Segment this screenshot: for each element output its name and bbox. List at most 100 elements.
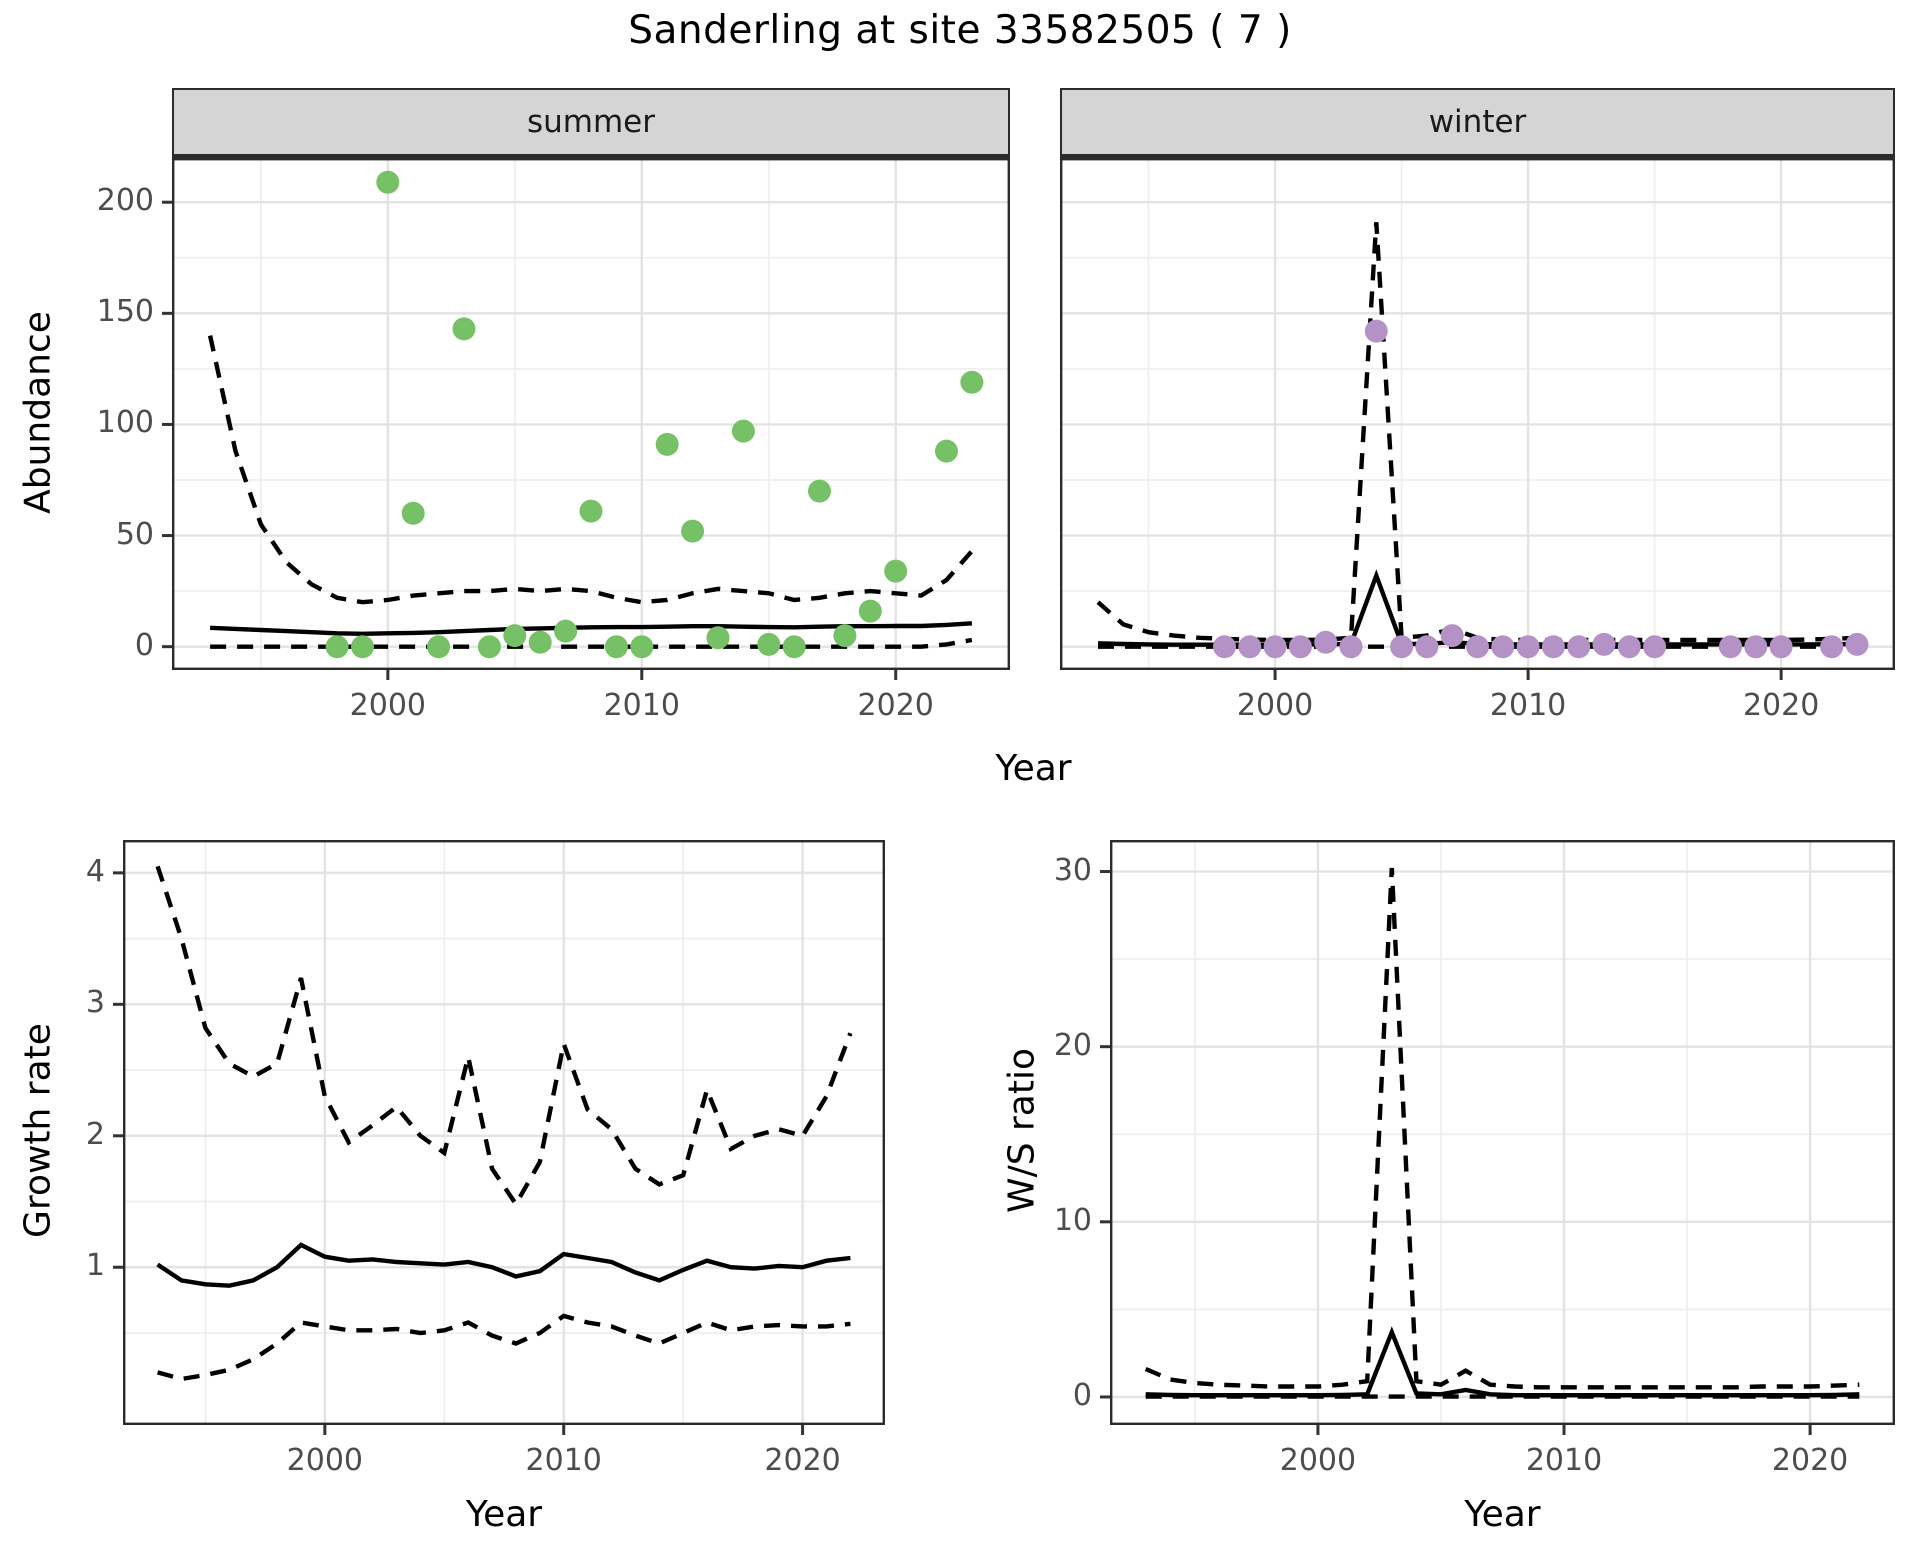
data-point xyxy=(1339,635,1363,659)
data-point xyxy=(884,559,908,583)
data-point xyxy=(1643,635,1667,659)
x-tick-label: 2010 xyxy=(603,688,680,723)
x-axis-title-year-top: Year xyxy=(995,748,1072,789)
y-axis-title-growth-rate: Growth rate xyxy=(17,1023,59,1238)
y-tick-label: 0 xyxy=(1072,1377,1092,1413)
x-tick-label: 2000 xyxy=(1236,688,1314,723)
data-point xyxy=(706,626,730,650)
data-point xyxy=(503,624,527,648)
data-point xyxy=(1820,635,1844,659)
chart-svg-ws-ratio xyxy=(1100,840,1895,1435)
data-point xyxy=(1288,635,1312,659)
data-point xyxy=(452,317,476,341)
data-point xyxy=(960,370,984,394)
data-point xyxy=(1314,630,1338,654)
data-point xyxy=(1440,624,1464,648)
data-point xyxy=(782,635,806,659)
fit-mean-line xyxy=(1097,569,1858,647)
data-point xyxy=(681,519,705,543)
data-point xyxy=(351,635,374,659)
x-tick-label: 2020 xyxy=(764,1443,841,1478)
y-tick-label: 20 xyxy=(1053,1027,1092,1063)
y-tick-label: 2 xyxy=(85,1116,105,1152)
y-tick-label: 3 xyxy=(85,985,105,1021)
panel-border xyxy=(1060,158,1895,671)
data-point xyxy=(630,635,654,659)
ci-upper-line xyxy=(1144,867,1860,1390)
data-point xyxy=(1567,635,1591,659)
x-axis-title-year-bottom-left: Year xyxy=(465,1494,543,1535)
data-point xyxy=(1491,635,1515,659)
x-tick-label: 2020 xyxy=(1742,688,1820,723)
data-point xyxy=(528,630,552,654)
y-tick-label: 100 xyxy=(96,405,154,441)
data-point xyxy=(731,419,755,443)
x-tick-label: 2010 xyxy=(525,1443,602,1478)
data-point xyxy=(376,170,400,194)
data-point xyxy=(401,501,425,525)
ci-lower-line xyxy=(157,1313,851,1382)
data-point xyxy=(1769,635,1793,659)
panel-border xyxy=(172,158,1010,671)
data-point xyxy=(808,479,831,503)
data-point xyxy=(325,635,349,659)
fit-mean-line xyxy=(156,1242,851,1288)
y-tick-label: 4 xyxy=(85,853,105,889)
data-point xyxy=(833,624,857,648)
data-point xyxy=(935,439,958,463)
data-point xyxy=(1845,632,1869,656)
x-axis-title-year-bottom-right: Year xyxy=(1464,1494,1541,1535)
data-point xyxy=(604,635,628,659)
facet-strip-summer: summer xyxy=(172,88,1010,158)
panel-abundance-summer: 2000 2010 2020 0 50 100 150 200 xyxy=(97,158,1010,723)
facet-strip-winter-label: winter xyxy=(1428,104,1527,140)
data-point xyxy=(1238,635,1262,659)
facet-strip-summer-label: summer xyxy=(526,104,655,140)
data-point xyxy=(477,635,501,659)
ci-upper-line xyxy=(207,335,974,605)
data-point xyxy=(655,432,679,456)
data-point xyxy=(1466,635,1489,659)
panel-border xyxy=(1110,840,1895,1425)
chart-svg-abundance-winter xyxy=(1060,158,1895,680)
panel-border xyxy=(123,840,885,1425)
data-point xyxy=(427,635,451,659)
fit-mean-line xyxy=(210,621,973,637)
data-point xyxy=(1263,635,1287,659)
data-point xyxy=(579,499,603,523)
data-point xyxy=(1719,635,1742,659)
x-tick-label: 2010 xyxy=(1525,1443,1603,1478)
y-tick-label: 0 xyxy=(134,627,154,663)
y-axis-title-abundance: Abundance xyxy=(17,311,59,514)
ci-upper-line xyxy=(155,865,853,1209)
data-point xyxy=(858,599,882,623)
data-point xyxy=(1390,635,1414,659)
data-point xyxy=(554,619,578,643)
x-tick-label: 2000 xyxy=(1279,1443,1357,1478)
panel-growth-rate: 2000 2010 2020 1 2 3 4 xyxy=(86,840,885,1478)
x-tick-label: 2000 xyxy=(349,688,427,723)
plot-title: Sanderling at site 33582505 ( 7 ) xyxy=(628,8,1292,53)
x-tick-label: 2020 xyxy=(857,688,934,723)
data-point xyxy=(1364,319,1388,343)
x-tick-label: 2000 xyxy=(286,1443,364,1478)
x-tick-label: 2020 xyxy=(1771,1443,1849,1478)
data-point xyxy=(1415,635,1439,659)
data-point xyxy=(1744,635,1768,659)
data-point xyxy=(1213,635,1236,659)
chart-svg-abundance-summer xyxy=(162,158,1010,680)
y-axis-title-ws-ratio: W/S ratio xyxy=(1001,1047,1043,1214)
y-tick-label: 200 xyxy=(96,183,154,219)
data-point xyxy=(1592,632,1616,656)
data-point xyxy=(1617,635,1641,659)
x-tick-label: 2010 xyxy=(1489,688,1567,723)
facet-strip-winter: winter xyxy=(1060,88,1895,158)
y-tick-label: 50 xyxy=(115,516,154,552)
data-point xyxy=(1516,635,1540,659)
panel-abundance-winter: 2000 2010 2020 xyxy=(1060,158,1895,723)
data-point xyxy=(1541,635,1565,659)
fit-mean-line xyxy=(1145,1326,1860,1398)
chart-svg-growth-rate xyxy=(113,840,885,1435)
y-tick-label: 30 xyxy=(1053,852,1092,888)
